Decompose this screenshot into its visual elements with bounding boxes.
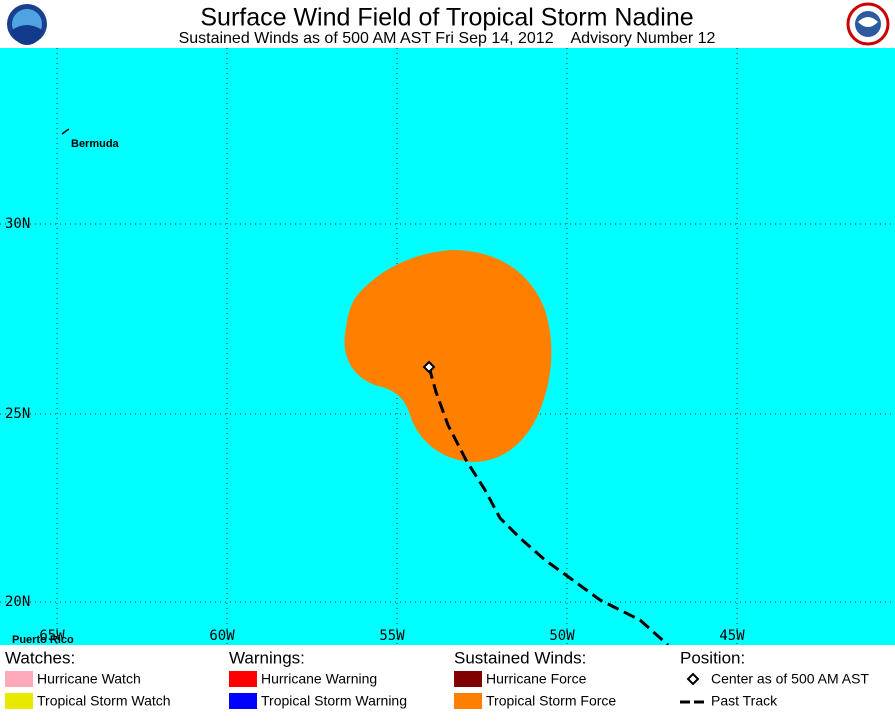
swatch: [5, 693, 33, 709]
title: Surface Wind Field of Tropical Storm Nad…: [200, 4, 693, 32]
place-label: Bermuda: [71, 138, 120, 150]
tropical-storm-wind-field: [344, 250, 552, 462]
legend-item: Center as of 500 AM AST: [711, 671, 869, 687]
past-track: [427, 366, 669, 645]
legend-title: Position:: [680, 648, 745, 667]
noaa-logo: [7, 4, 47, 45]
subtitle: Sustained Winds as of 500 AM AST Fri Sep…: [179, 30, 716, 47]
swatch: [5, 671, 33, 687]
center-symbol: [686, 672, 700, 686]
nws-logo: [846, 2, 890, 46]
legend-item: Hurricane Force: [486, 671, 587, 687]
legend-item: Tropical Storm Force: [486, 693, 616, 709]
swatch: [229, 671, 257, 687]
legend-title: Sustained Winds:: [454, 648, 586, 667]
lon-label: 45W: [719, 628, 745, 644]
lat-label: 30N: [5, 216, 30, 232]
swatch: [454, 693, 482, 709]
storm-center: [422, 360, 436, 374]
lon-label: 50W: [549, 628, 575, 644]
lat-label: 20N: [5, 594, 30, 610]
graticule: [0, 48, 895, 645]
swatch: [229, 693, 257, 709]
legend-item: Past Track: [711, 693, 778, 709]
legend-title: Warnings:: [229, 648, 305, 667]
legend-item: Hurricane Warning: [261, 671, 377, 687]
lon-label: 60W: [209, 628, 235, 644]
place-label: Puerto Rico: [12, 634, 74, 646]
legend-item: Hurricane Watch: [37, 671, 141, 687]
bermuda-island: [61, 128, 70, 135]
lon-label: 55W: [379, 628, 405, 644]
legend-title: Watches:: [5, 648, 75, 667]
legend-item: Tropical Storm Watch: [37, 693, 171, 709]
lon-label: 65W: [39, 628, 65, 644]
swatch: [454, 671, 482, 687]
lat-label: 25N: [5, 406, 30, 422]
legend: Watches: Hurricane Watch Tropical Storm …: [5, 648, 869, 709]
legend-item: Tropical Storm Warning: [261, 693, 407, 709]
map: Bermuda Puerto Rico 30N 25N 20N 65W 60W …: [0, 48, 895, 646]
